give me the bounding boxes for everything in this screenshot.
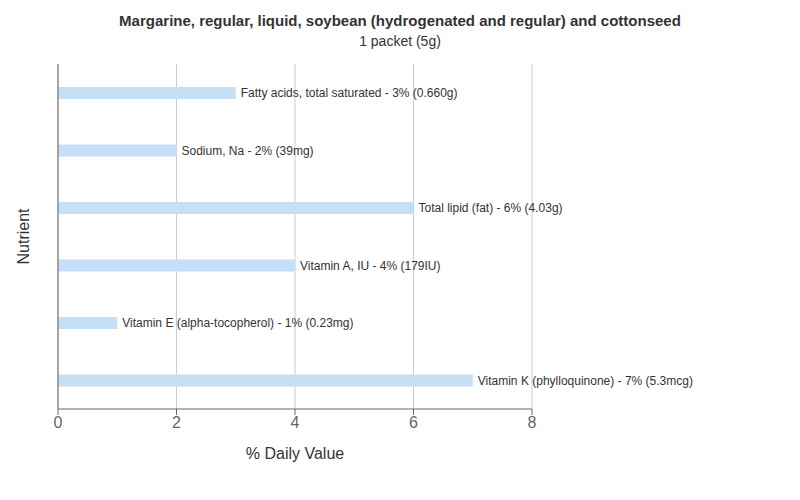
svg-text:Fatty acids, total saturated -: Fatty acids, total saturated - 3% (0.660… <box>241 86 458 100</box>
svg-text:6: 6 <box>409 414 418 431</box>
html-text:Margarine, regular, liquid, so: Margarine, regular, liquid, soybean (hyd… <box>119 12 681 29</box>
svg-text:Vitamin E (alpha-tocopherol) -: Vitamin E (alpha-tocopherol) - 1% (0.23m… <box>122 316 353 330</box>
svg-text:2: 2 <box>172 414 181 431</box>
svg-text:% Daily Value: % Daily Value <box>246 445 345 462</box>
svg-text:Total lipid (fat) - 6% (4.03g): Total lipid (fat) - 6% (4.03g) <box>419 201 563 215</box>
svg-text:4: 4 <box>291 414 300 431</box>
svg-text:0: 0 <box>54 414 63 431</box>
svg-text:8: 8 <box>528 414 537 431</box>
svg-text:Sodium, Na - 2% (39mg): Sodium, Na - 2% (39mg) <box>182 144 314 158</box>
svg-text:Vitamin A, IU - 4% (179IU): Vitamin A, IU - 4% (179IU) <box>300 259 441 273</box>
svg-text:Vitamin K (phylloquinone) - 7%: Vitamin K (phylloquinone) - 7% (5.3mcg) <box>478 374 693 388</box>
svg-text:Nutrient: Nutrient <box>15 208 32 265</box>
html-text:1 packet (5g): 1 packet (5g) <box>359 33 441 49</box>
